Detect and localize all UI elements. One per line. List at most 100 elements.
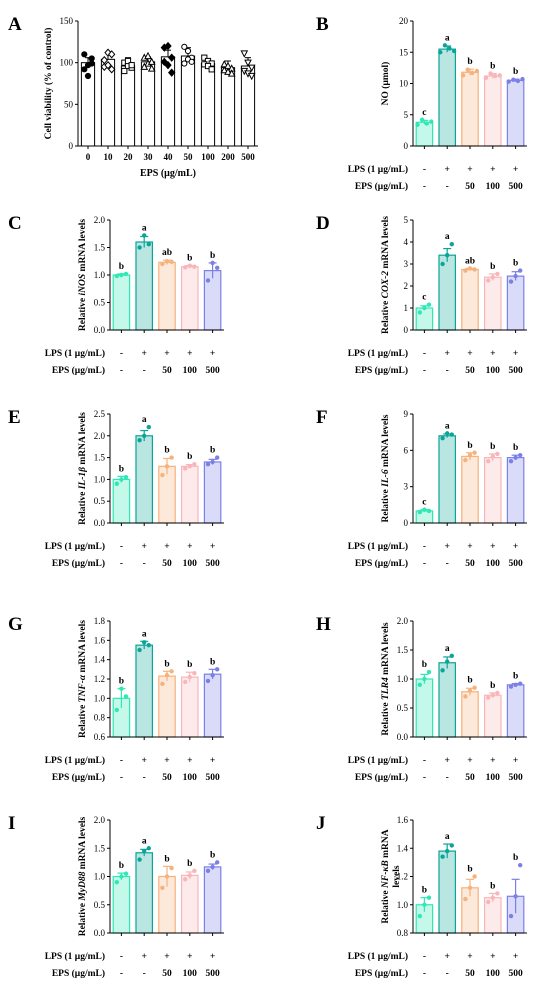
data-point <box>181 43 188 50</box>
data-point <box>472 874 477 879</box>
lps-row-label: LPS (1 μg/mL) <box>348 951 408 962</box>
lps-row-value: + <box>444 349 449 359</box>
significance-letter: b <box>513 443 518 453</box>
data-point <box>164 874 170 879</box>
y-tick-label: 0 <box>404 325 409 335</box>
data-point <box>204 62 212 70</box>
panel-label: J <box>316 813 326 834</box>
y-tick-label: 0.5 <box>94 496 106 506</box>
y-tick-label: 2.0 <box>94 215 106 225</box>
bar <box>483 276 502 331</box>
data-point <box>445 659 450 664</box>
data-point <box>472 450 477 455</box>
y-tick-label: 2.0 <box>397 616 409 626</box>
bar <box>203 673 222 738</box>
bar <box>180 55 196 147</box>
eps-row-value: 500 <box>205 366 220 376</box>
data-point <box>114 707 120 713</box>
eps-row-value: - <box>143 559 146 569</box>
eps-row-value: 100 <box>183 773 198 783</box>
eps-row-label: EPS (μg/mL) <box>52 365 105 376</box>
bar <box>180 676 199 738</box>
data-point <box>108 50 116 59</box>
data-point <box>426 508 432 514</box>
y-tick-label: 1.6 <box>397 815 409 825</box>
data-point <box>147 64 156 72</box>
data-point <box>160 261 165 267</box>
significance-letter: b <box>467 57 472 67</box>
lps-row-value: - <box>423 349 426 359</box>
eps-row-label: EPS (μg/mL) <box>355 365 408 376</box>
data-point <box>205 868 211 874</box>
data-point <box>463 457 468 463</box>
bar <box>461 268 479 331</box>
eps-row-value: - <box>143 366 146 376</box>
data-point <box>451 48 457 54</box>
data-point <box>244 59 252 67</box>
data-point <box>417 310 423 315</box>
significance-letter: a <box>142 415 147 425</box>
eps-row-label: EPS (μg/mL) <box>355 772 408 783</box>
data-point <box>422 507 427 512</box>
y-tick-label: 0.6 <box>94 732 106 742</box>
bar <box>461 455 479 524</box>
data-point <box>497 73 502 78</box>
bar <box>438 662 457 738</box>
significance-letter: b <box>119 861 124 871</box>
data-point <box>84 72 92 80</box>
eps-row-value: - <box>120 969 123 979</box>
eps-row-value: 500 <box>205 773 220 783</box>
significance-letter: b <box>513 672 518 682</box>
data-point <box>517 452 523 458</box>
data-point <box>224 67 232 75</box>
bar <box>506 684 525 738</box>
data-point <box>467 452 473 458</box>
y-axis-label: NO (μmol) <box>380 62 391 106</box>
data-point <box>164 61 172 70</box>
eps-row-value: 50 <box>465 559 475 569</box>
data-point <box>515 78 521 84</box>
lps-row-value: + <box>513 349 518 359</box>
data-point <box>114 879 120 885</box>
lps-row-value: + <box>467 349 472 359</box>
y-tick-label: 0.5 <box>94 900 106 910</box>
eps-row-value: - <box>120 773 123 783</box>
x-tick-label: 0 <box>86 152 91 162</box>
data-point <box>488 71 493 76</box>
eps-row-value: - <box>423 559 426 569</box>
lps-row-value: + <box>513 542 518 552</box>
y-tick-label: 2.0 <box>94 431 106 441</box>
eps-row-value: - <box>423 366 426 376</box>
bar <box>220 67 236 147</box>
bar <box>438 254 457 331</box>
data-point <box>486 695 491 700</box>
significance-letter: b <box>119 464 124 474</box>
data-point <box>463 694 468 699</box>
bar <box>135 435 154 524</box>
y-tick-label: 0.0 <box>94 928 106 938</box>
data-point <box>440 261 445 267</box>
data-point <box>417 913 423 919</box>
significance-letter: b <box>490 62 495 72</box>
data-point <box>214 860 220 865</box>
eps-row-value: - <box>120 366 123 376</box>
y-axis-label-part: Relative <box>78 295 88 331</box>
data-point <box>137 647 142 653</box>
lps-row-value: + <box>164 542 169 552</box>
data-point <box>467 885 473 890</box>
data-point <box>513 273 518 279</box>
data-point <box>495 271 500 277</box>
data-point <box>181 60 188 67</box>
lps-row-label: LPS (1 μg/mL) <box>45 755 105 766</box>
y-tick-label: 1.5 <box>94 243 106 253</box>
bar <box>506 275 525 331</box>
data-point <box>146 424 151 430</box>
significance-letter: b <box>467 865 472 875</box>
y-axis-label-part: mRNA levels <box>381 216 391 271</box>
data-point <box>447 46 452 51</box>
bar <box>483 694 502 738</box>
data-point <box>169 455 174 460</box>
y-tick-label: 10 <box>399 79 409 89</box>
significance-letter: b <box>467 441 472 451</box>
y-tick-label: 20 <box>399 16 409 26</box>
